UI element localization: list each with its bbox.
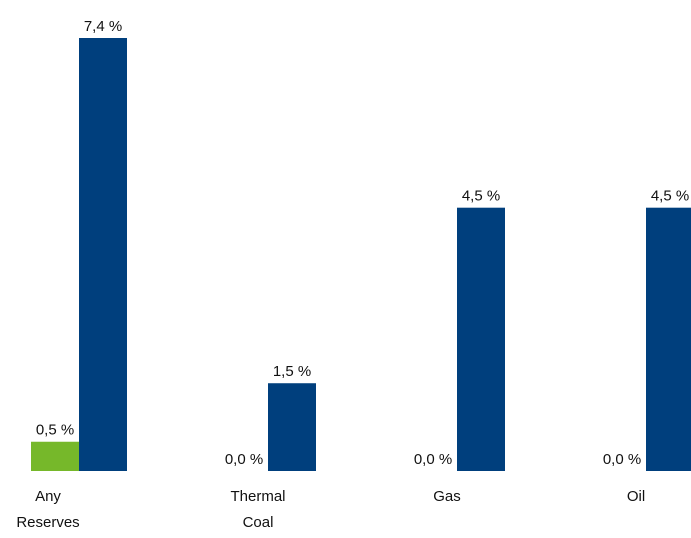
bar bbox=[646, 207, 691, 471]
bar bbox=[79, 38, 127, 471]
value-label: 0,0 % bbox=[225, 451, 263, 468]
value-label: 4,5 % bbox=[462, 188, 500, 205]
bar bbox=[457, 207, 505, 471]
value-label: 4,5 % bbox=[651, 188, 689, 205]
value-label: 0,0 % bbox=[603, 451, 641, 468]
value-label: 0,0 % bbox=[414, 451, 452, 468]
category-label: Any Reserves bbox=[16, 488, 80, 531]
value-label: 1,5 % bbox=[273, 363, 311, 380]
value-label: 7,4 % bbox=[84, 18, 122, 35]
bar bbox=[31, 441, 79, 471]
category-label: Thermal Coal bbox=[230, 488, 286, 531]
category-label: Oil bbox=[626, 488, 646, 505]
category-label: Gas bbox=[433, 488, 461, 505]
bar bbox=[268, 383, 316, 471]
value-label: 0,5 % bbox=[36, 422, 74, 439]
